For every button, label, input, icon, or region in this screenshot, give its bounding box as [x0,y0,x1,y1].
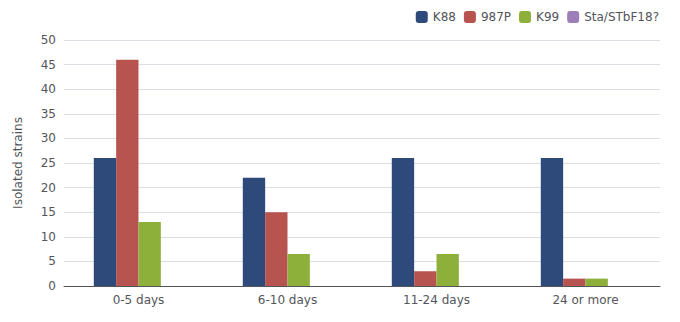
svg-text:0-5 days: 0-5 days [113,293,165,307]
svg-text:25: 25 [41,156,56,170]
svg-text:Isolated strains: Isolated strains [11,117,25,209]
svg-text:10: 10 [41,230,56,244]
svg-text:11-24 days: 11-24 days [403,293,470,307]
svg-text:5: 5 [48,254,56,268]
svg-text:35: 35 [41,107,56,121]
svg-text:K99: K99 [536,10,559,24]
svg-text:0: 0 [48,279,56,293]
svg-text:987P: 987P [481,10,511,24]
svg-text:50: 50 [41,33,56,47]
svg-text:15: 15 [41,205,56,219]
svg-text:20: 20 [41,181,56,195]
svg-text:K88: K88 [433,10,456,24]
svg-text:24 or more: 24 or more [552,293,618,307]
svg-text:Sta/STbF18?: Sta/STbF18? [584,10,659,24]
svg-text:45: 45 [41,58,56,72]
svg-text:6-10 days: 6-10 days [258,293,317,307]
svg-text:40: 40 [41,82,56,96]
svg-text:30: 30 [41,131,56,145]
